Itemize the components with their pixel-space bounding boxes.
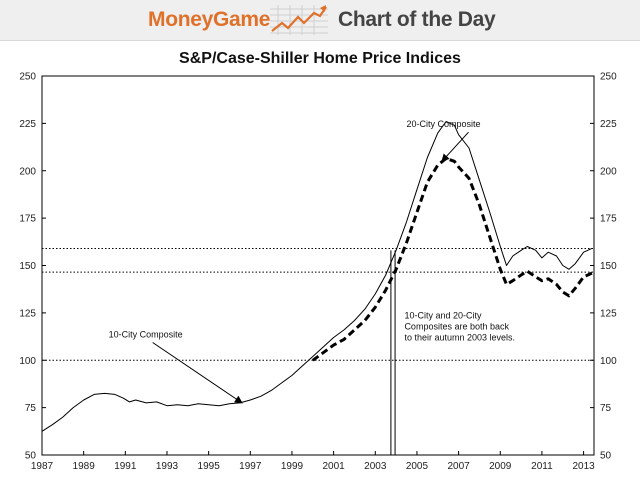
x-tick-label: 2003 <box>364 461 387 472</box>
annotation-arrow <box>152 342 243 404</box>
annotation-note: 10-City and 20-City Composites are both b… <box>404 311 515 343</box>
x-tick-label: 2011 <box>531 461 553 472</box>
y-tick-label-left: 225 <box>19 119 36 130</box>
y-tick-label-left: 250 <box>19 72 36 83</box>
y-tick-label-right: 150 <box>600 261 617 272</box>
x-tick-label: 1989 <box>73 461 96 472</box>
annotation-note-line: Composites are both back <box>404 322 509 332</box>
y-tick-label-left: 125 <box>19 308 36 319</box>
series-line-20-city <box>311 156 593 362</box>
y-tick-label-right: 250 <box>600 72 617 83</box>
x-tick-label: 1993 <box>156 461 179 472</box>
chart-title: S&P/Case-Shiller Home Price Indices <box>179 50 461 67</box>
x-tick-label: 2001 <box>322 461 345 472</box>
y-tick-label-left: 175 <box>19 214 36 225</box>
annotation-note-line: 10-City and 20-City <box>404 311 482 321</box>
plot-frame <box>41 75 595 456</box>
y-tick-label-left: 50 <box>25 451 37 462</box>
y-tick-label-right: 100 <box>600 356 617 367</box>
brand-name: MoneyGame <box>148 8 271 31</box>
y-tick-label-left: 150 <box>19 261 36 272</box>
x-tick-label: 2009 <box>489 461 512 472</box>
y-tick-label-right: 200 <box>600 166 617 177</box>
x-tick-label: 1997 <box>239 461 262 472</box>
x-tick-label: 1995 <box>198 461 221 472</box>
annotation-arrow <box>441 131 469 163</box>
y-tick-label-left: 100 <box>19 356 36 367</box>
x-tick-label: 2005 <box>406 461 429 472</box>
y-tick-label-left: 200 <box>19 166 36 177</box>
x-tick-label: 1999 <box>281 461 304 472</box>
x-tick-label: 1987 <box>31 461 54 472</box>
x-tick-label: 2013 <box>572 461 595 472</box>
y-tick-label-right: 225 <box>600 119 617 130</box>
x-tick-label: 1991 <box>114 461 137 472</box>
y-tick-label-right: 125 <box>600 308 617 319</box>
y-tick-label-right: 175 <box>600 214 617 225</box>
trend-chart-arrow-icon <box>270 5 328 35</box>
y-tick-label-right: 75 <box>600 403 612 414</box>
chart-of-the-day-label: Chart of the Day <box>338 8 496 31</box>
plot-area: 50 50 75 75 100 100 125 125 150 150 175 175 200 200 22… <box>19 72 617 473</box>
y-tick-label-left: 75 <box>25 403 37 414</box>
annotation-label_20city: 20-City Composite <box>407 119 481 129</box>
annotation-note-line: to their autumn 2003 levels. <box>404 333 515 343</box>
annotation-label_10city: 10-City Composite <box>109 330 183 340</box>
series-line-10-city <box>41 121 593 432</box>
x-tick-label: 2007 <box>447 461 470 472</box>
banner: MoneyGame Chart of the Day <box>0 0 640 41</box>
y-tick-label-right: 50 <box>600 451 612 462</box>
